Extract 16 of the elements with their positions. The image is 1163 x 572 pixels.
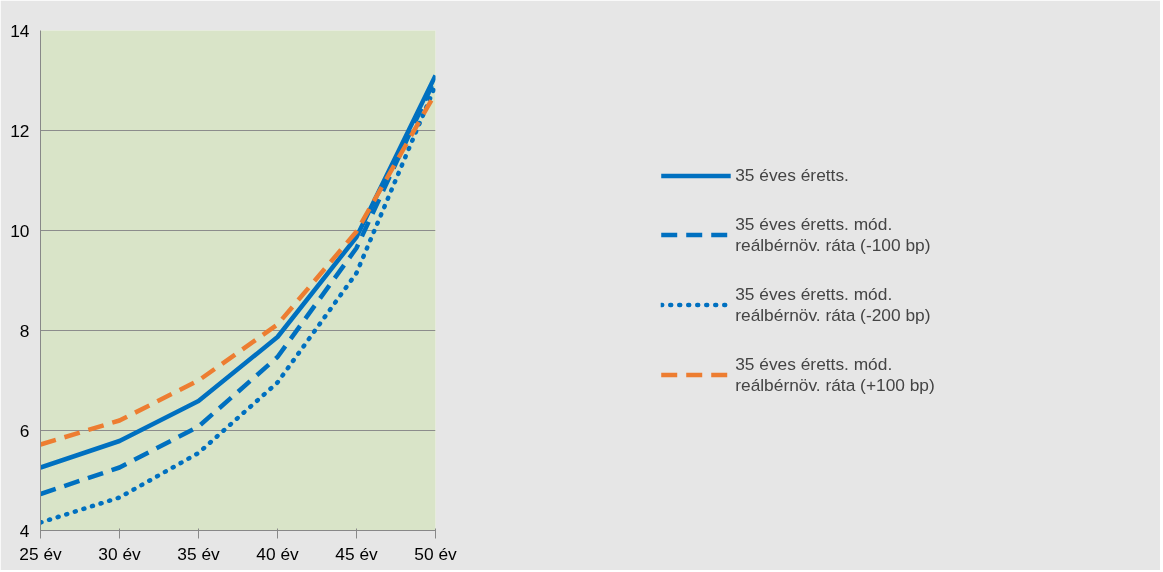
y-tick-label: 8: [19, 320, 30, 341]
x-tick-label: 50 év: [414, 543, 458, 564]
x-tick-label: 25 év: [19, 543, 63, 564]
y-tick-label: 6: [19, 420, 30, 441]
legend-label: 35 éves éretts. mód. reálbérnöv. ráta (-100 bp): [735, 213, 931, 256]
x-tick-label: 45 év: [335, 543, 379, 564]
y-tick-label: 10: [10, 220, 30, 241]
legend-label: 35 éves éretts. mód. reálbérnöv. ráta (+100 bp): [735, 353, 935, 396]
y-tick-label: 14: [10, 20, 30, 41]
x-tick-label: 35 év: [177, 543, 221, 564]
x-tick-label: 30 év: [98, 543, 142, 564]
legend-label: 35 éves éretts. mód. reálbérnöv. ráta (-200 bp): [735, 283, 931, 326]
x-tick-label: 40 év: [256, 543, 300, 564]
y-tick-label: 12: [10, 120, 30, 141]
legend-label: 35 éves éretts.: [735, 164, 849, 186]
y-tick-label: 4: [19, 520, 30, 541]
